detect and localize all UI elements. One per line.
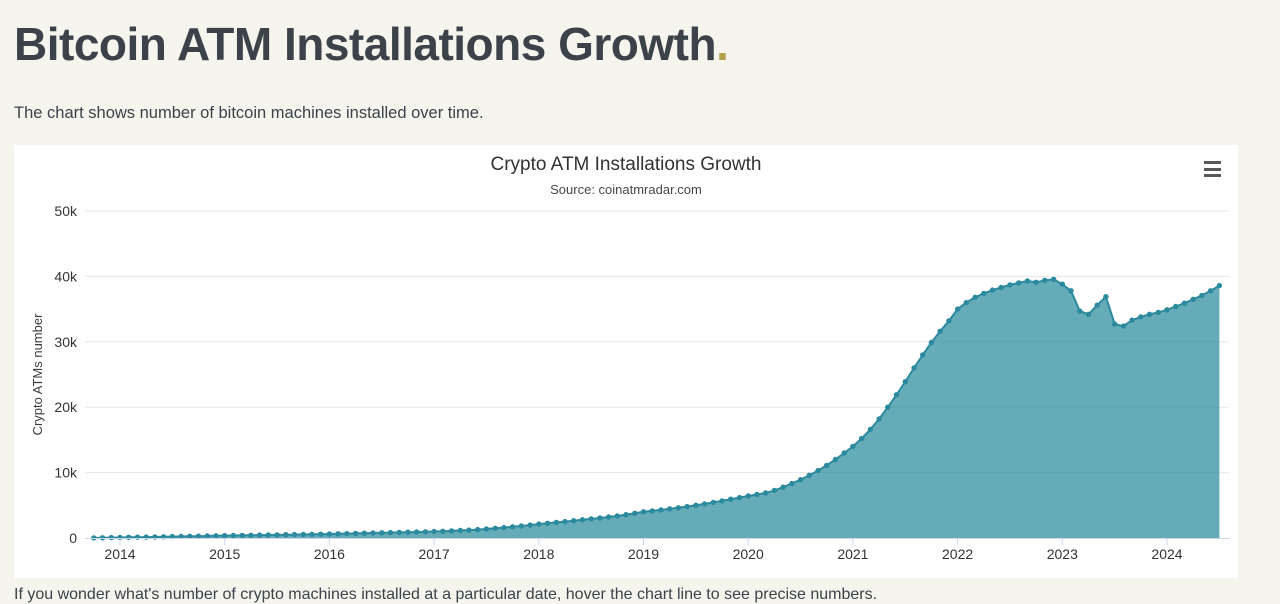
page-subtitle: The chart shows number of bitcoin machin… xyxy=(14,104,484,122)
x-tick-label: 2017 xyxy=(419,546,450,562)
y-tick-label: 20k xyxy=(54,399,78,415)
chart-context-menu-button[interactable] xyxy=(1203,160,1225,178)
y-tick-label: 40k xyxy=(54,268,78,284)
chart-title: Crypto ATM Installations Growth xyxy=(490,154,762,175)
x-tick-label: 2019 xyxy=(628,546,659,562)
y-tick-label: 10k xyxy=(54,465,78,481)
x-axis: 2014 2015 2016 2017 2018 2019 2020 2021 2022 2023… xyxy=(85,538,1229,562)
series-markers xyxy=(91,276,1223,541)
area-fill xyxy=(93,279,1220,538)
page-title-text: Bitcoin ATM Installations Growth xyxy=(14,18,717,70)
hamburger-icon xyxy=(1204,174,1221,177)
x-tick-label: 2018 xyxy=(523,546,554,562)
y-axis-title: Crypto ATMs number xyxy=(30,313,45,436)
x-tick-label: 2022 xyxy=(942,546,973,562)
x-tick-label: 2023 xyxy=(1047,546,1078,562)
x-tick-label: 2020 xyxy=(733,546,764,562)
x-tick-label: 2014 xyxy=(104,546,135,562)
y-tick-label: 50k xyxy=(54,203,78,219)
y-tick-label: 30k xyxy=(54,334,78,350)
chart-subtitle: Source: coinatmradar.com xyxy=(550,182,702,197)
chart-card: 0 10k 20k 30k 40k 50k 2014 2015 2016 2017 2018 2019… xyxy=(14,145,1238,578)
atm-growth-chart[interactable]: 0 10k 20k 30k 40k 50k 2014 2015 2016 2017 2018 2019… xyxy=(14,145,1238,578)
y-tick-label: 0 xyxy=(69,530,77,546)
atm-count-series[interactable] xyxy=(91,276,1223,541)
hamburger-icon xyxy=(1204,161,1221,164)
title-accent-dot: . xyxy=(716,18,729,70)
footer-text: If you wonder what's number of crypto ma… xyxy=(14,586,878,603)
x-tick-label: 2016 xyxy=(314,546,345,562)
x-tick-label: 2021 xyxy=(837,546,868,562)
page-title: Bitcoin ATM Installations Growth. xyxy=(14,18,729,71)
x-tick-label: 2024 xyxy=(1151,546,1182,562)
x-tick-label: 2015 xyxy=(209,546,240,562)
y-axis-labels: 0 10k 20k 30k 40k 50k xyxy=(54,203,78,546)
hamburger-icon xyxy=(1204,167,1221,171)
series-line xyxy=(93,278,1220,539)
